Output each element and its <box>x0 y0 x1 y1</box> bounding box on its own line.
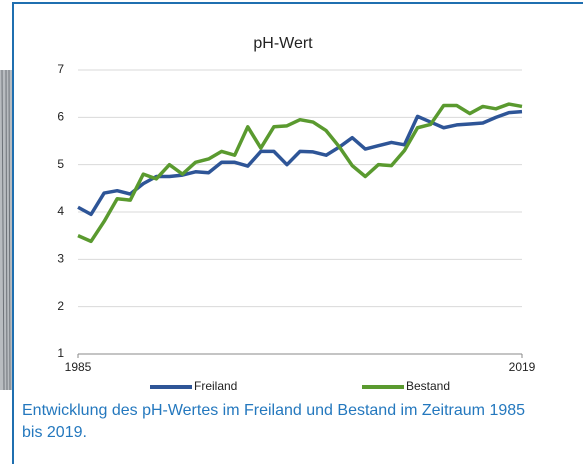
y-tick-label: 7 <box>57 62 64 76</box>
y-tick-label: 6 <box>57 110 64 124</box>
legend-label: Freiland <box>194 379 237 393</box>
figure-box <box>12 2 583 464</box>
legend-label: Bestand <box>406 379 450 393</box>
x-tick-label: 1985 <box>65 360 92 374</box>
data-line <box>77 109 523 217</box>
chart-title: pH-Wert <box>253 35 313 52</box>
background-texture <box>0 70 12 390</box>
data-line <box>77 102 523 244</box>
y-tick-label: 3 <box>57 252 64 266</box>
y-tick-label: 4 <box>57 204 64 218</box>
y-tick-label: 5 <box>57 157 64 171</box>
y-tick-label: 1 <box>57 346 64 360</box>
y-tick-label: 2 <box>57 299 64 313</box>
chart: pH-Wert 1 2 3 4 5 6 7 1985 2019 Freiland Bestand <box>57 35 536 393</box>
x-tick-label: 2019 <box>509 360 536 374</box>
caption: Entwicklung des pH-Wertes im Freiland un… <box>22 402 526 441</box>
